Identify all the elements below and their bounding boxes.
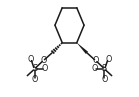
Text: O: O bbox=[41, 64, 47, 73]
Text: O: O bbox=[40, 56, 47, 65]
Text: S: S bbox=[32, 64, 37, 73]
Polygon shape bbox=[77, 43, 88, 54]
Text: O: O bbox=[92, 56, 99, 65]
Text: O: O bbox=[105, 55, 111, 64]
Text: O: O bbox=[92, 64, 98, 73]
Text: S: S bbox=[102, 64, 107, 73]
Text: O: O bbox=[31, 75, 38, 84]
Text: O: O bbox=[101, 75, 108, 84]
Text: O: O bbox=[28, 55, 34, 64]
